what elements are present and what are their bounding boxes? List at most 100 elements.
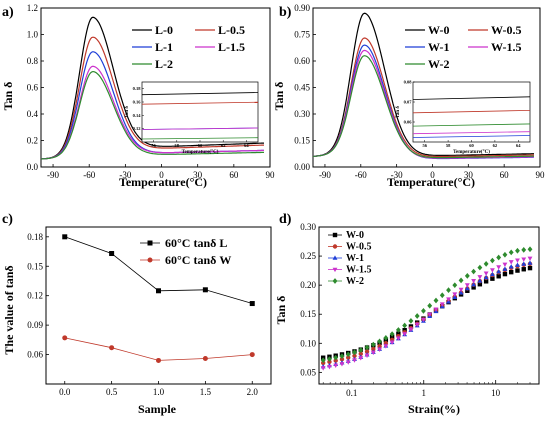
legend-marker xyxy=(332,267,338,273)
y-tick-label: 0.10 xyxy=(300,338,316,348)
x-tick-label: 2.0 xyxy=(247,387,259,397)
data-point xyxy=(320,366,326,371)
y-tick-label: 0.15 xyxy=(294,136,310,146)
panel-c-label: c) xyxy=(2,212,13,227)
inset-y-tick-label: 0.06 xyxy=(404,120,413,125)
inset-x-tick-label: 62 xyxy=(493,143,498,148)
legend-label: L-1 xyxy=(155,40,173,54)
inset-x-tick-label: 56 xyxy=(151,143,156,148)
data-point xyxy=(364,353,370,358)
inset-y-tick-label: 0.16 xyxy=(133,100,142,105)
data-point xyxy=(249,301,255,307)
data-point xyxy=(465,288,470,293)
data-point xyxy=(502,271,508,277)
panel-a-xlabel: Temperature(°C) xyxy=(119,175,207,189)
panel-c: c) Sample The value of tanδ 0.0 0.5 1.0 1.5… xyxy=(2,212,272,416)
data-point xyxy=(364,349,370,354)
data-point xyxy=(452,282,458,289)
x-tick-label: -30 xyxy=(119,170,131,180)
data-point xyxy=(471,285,476,290)
inset-series-line-W-0.5 xyxy=(412,109,531,114)
data-point xyxy=(508,249,514,256)
data-point xyxy=(502,251,508,258)
panel-b-xlabel: Temperature(°C) xyxy=(387,175,475,189)
series-line-L-2 xyxy=(40,70,264,160)
x-tick-label: 1.5 xyxy=(200,387,212,397)
data-point xyxy=(521,267,526,272)
x-tick-label: 0.5 xyxy=(106,387,118,397)
data-point xyxy=(333,354,339,361)
x-tick-label: 90 xyxy=(536,170,546,180)
inset-series-line-L-0.5 xyxy=(141,101,259,105)
panel-d-plot: 0.1 1 10 0.05 0.10 0.15 0.20 0.25 0.30 xyxy=(300,222,540,398)
x-tick-label: 10 xyxy=(491,388,501,398)
inset-series-line-W-2 xyxy=(412,123,531,127)
data-point xyxy=(464,285,470,291)
x-tick-label: 30 xyxy=(193,170,203,180)
legend-marker xyxy=(332,278,338,284)
y-tick-label: 0.6 xyxy=(27,83,39,93)
panel-a-plot: -90 -60 -30 0 30 60 90 0.0 0.2 0.4 0.6 0.8 1.0 1.2 xyxy=(27,3,275,180)
panel-a: a) Temperature(°C) Tan δ -90 -60 -30 0 30 60 9… xyxy=(1,3,275,189)
data-point xyxy=(458,290,464,295)
data-point xyxy=(414,322,420,328)
panel-a-legend: L-0 L-0.5 L-1 L-1.5 L-2 xyxy=(132,23,245,71)
legend-label: W-0.5 xyxy=(346,242,371,253)
panel-d-label: d) xyxy=(279,212,292,227)
legend-label: 60°C tanδ W xyxy=(165,253,231,267)
data-point xyxy=(352,349,357,356)
legend-label: L-2 xyxy=(155,57,173,71)
data-point xyxy=(464,283,470,288)
x-tick-label: 30 xyxy=(464,170,474,180)
data-point xyxy=(496,265,502,270)
data-point xyxy=(471,279,477,284)
panel-d-xlabel: Strain(%) xyxy=(408,402,460,416)
inset-y-tick-label: 0.08 xyxy=(404,80,413,85)
data-point xyxy=(421,317,426,323)
data-point xyxy=(345,360,351,365)
legend-label: W-0 xyxy=(346,230,364,241)
data-point xyxy=(496,268,502,274)
data-point xyxy=(389,340,395,345)
y-tick-label: 0.00 xyxy=(294,162,310,172)
y-tick-label: 0.25 xyxy=(300,251,316,261)
x-tick-label: 60 xyxy=(229,170,239,180)
inset-x-tick-label: 62 xyxy=(221,143,226,148)
y-tick-label: 0.15 xyxy=(27,261,43,271)
data-point xyxy=(370,350,376,356)
data-point xyxy=(496,254,502,261)
data-point xyxy=(477,282,483,287)
y-tick-label: 1.2 xyxy=(27,3,38,13)
data-point xyxy=(483,274,489,280)
data-point xyxy=(408,327,414,332)
y-tick-label: 0.2 xyxy=(27,136,38,146)
series-line-L-0.5 xyxy=(40,36,264,160)
inset-x-tick-label: 58 xyxy=(175,143,180,148)
legend-label: W-0 xyxy=(428,23,450,37)
data-point xyxy=(352,358,357,363)
data-point xyxy=(333,363,339,369)
data-point xyxy=(109,345,115,351)
data-point xyxy=(477,264,483,271)
data-point xyxy=(364,344,370,351)
x-tick-label: -30 xyxy=(391,170,403,180)
data-point xyxy=(515,247,520,254)
inset-series-line-W-1.5 xyxy=(412,131,531,135)
inset-ylabel: Tan δ xyxy=(396,106,401,118)
data-point xyxy=(202,355,208,361)
data-point xyxy=(527,260,533,265)
data-point xyxy=(370,341,376,348)
data-point xyxy=(483,271,489,276)
data-point xyxy=(377,344,382,349)
x-tick-label: 1 xyxy=(421,388,426,398)
series-line-W-0 xyxy=(312,12,534,157)
panel-b-inset: 56 58 60 62 64 0.06 0.07 0.08 Temperature(°C) Tan… xyxy=(396,80,531,155)
data-point xyxy=(339,357,345,362)
data-point xyxy=(502,266,508,271)
legend-marker xyxy=(332,244,338,249)
data-point xyxy=(345,351,351,358)
data-point xyxy=(489,268,495,273)
data-point xyxy=(327,365,332,370)
data-point xyxy=(327,356,332,362)
